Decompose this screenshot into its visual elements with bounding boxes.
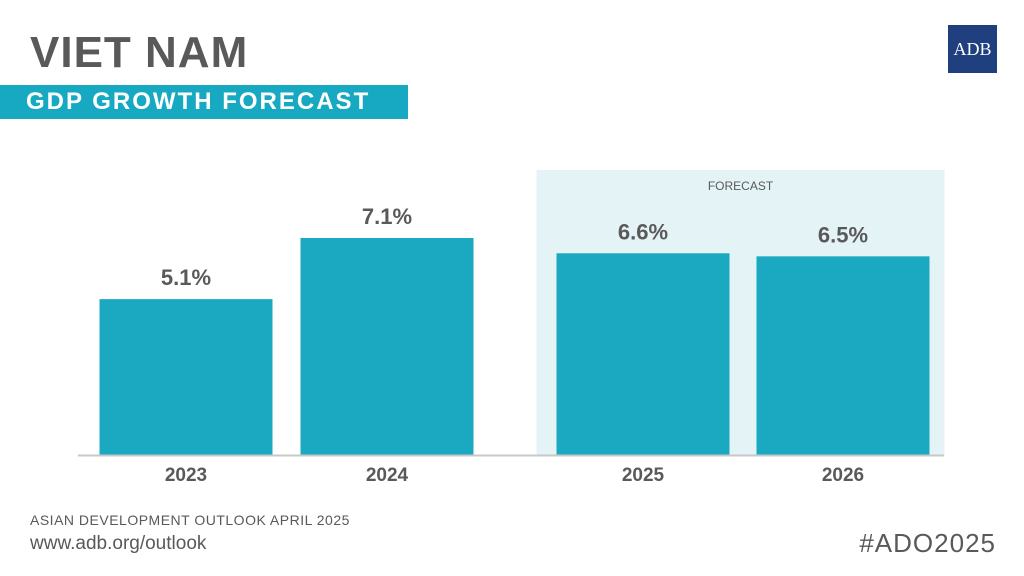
adb-logo: ADB [948,25,997,73]
value-label-2023: 5.1% [161,265,211,290]
source-note: ASIAN DEVELOPMENT OUTLOOK APRIL 2025 [30,512,350,528]
category-label-2026: 2026 [822,465,864,486]
source-url[interactable]: www.adb.org/outlook [30,533,207,554]
page-title: VIET NAM [30,28,249,77]
subtitle-banner: GDP GROWTH FORECAST [0,85,408,119]
category-label-2023: 2023 [165,465,207,486]
category-label-2024: 2024 [366,465,409,486]
bar-2024 [300,238,474,455]
adb-logo-text: ADB [953,38,992,59]
bar-2025 [556,253,730,455]
hashtag: #ADO2025 [859,528,996,558]
category-label-2025: 2025 [622,465,665,486]
bar-2026 [756,256,930,455]
value-label-2024: 7.1% [362,204,412,229]
value-label-2026: 6.5% [818,222,868,247]
value-label-2025: 6.6% [618,219,668,244]
forecast-label: FORECAST [708,179,774,193]
bar-2023 [99,299,273,455]
chart-subtitle: GDP GROWTH FORECAST [26,88,371,115]
